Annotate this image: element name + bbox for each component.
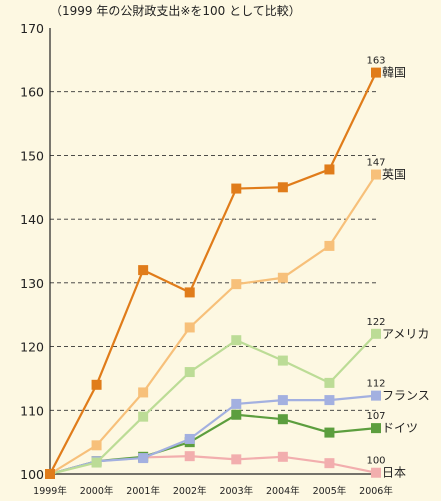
- data-point: [277, 395, 288, 406]
- series-line-1: [49, 173, 377, 475]
- series-line-0: [49, 72, 377, 475]
- x-tick-4: 2003年: [219, 485, 253, 497]
- y-tick-110: 110: [20, 403, 44, 418]
- data-point: [371, 390, 381, 401]
- data-point: [324, 427, 335, 438]
- data-point: [277, 355, 288, 366]
- data-point: [277, 414, 288, 425]
- data-point: [184, 433, 195, 444]
- data-point: [371, 169, 381, 180]
- data-point: [138, 453, 149, 464]
- y-tick-140: 140: [20, 212, 44, 227]
- data-point: [45, 469, 55, 479]
- x-tick-5: 2004年: [266, 485, 300, 497]
- data-point: [231, 279, 242, 290]
- x-tick-3: 2002年: [173, 485, 207, 497]
- data-point: [324, 377, 335, 388]
- data-point: [138, 411, 149, 422]
- y-tick-150: 150: [20, 148, 44, 163]
- data-point: [324, 240, 335, 251]
- series-1: [45, 169, 381, 479]
- data-point: [231, 409, 242, 420]
- end-value-label-5: 100: [366, 456, 385, 467]
- chart-subtitle: （1999 年の公財政支出※を100 として比較）: [50, 3, 301, 18]
- y-tick-160: 160: [20, 85, 44, 100]
- series-line-2: [49, 333, 377, 476]
- data-point: [277, 182, 288, 193]
- data-point: [231, 398, 242, 409]
- data-point: [324, 458, 335, 469]
- end-value-label-2: 122: [366, 317, 385, 328]
- data-point: [277, 451, 288, 462]
- y-tick-100: 100: [20, 467, 44, 482]
- data-point: [371, 67, 381, 78]
- data-point: [231, 183, 242, 194]
- data-point: [138, 265, 149, 276]
- series-name-4: ドイツ: [382, 421, 418, 435]
- y-tick-170: 170: [20, 21, 44, 36]
- data-point: [91, 440, 102, 451]
- data-point: [324, 395, 335, 406]
- data-point: [231, 335, 242, 346]
- series-name-3: フランス: [382, 389, 430, 403]
- series-name-2: アメリカ: [382, 327, 429, 341]
- x-tick-2: 2001年: [126, 485, 160, 497]
- series-0: [45, 67, 381, 479]
- data-point: [371, 467, 381, 478]
- series-name-0: 韓国: [382, 66, 406, 80]
- data-point: [184, 322, 195, 333]
- x-tick-1: 2000年: [80, 485, 114, 497]
- end-value-label-1: 147: [366, 158, 385, 169]
- data-point: [277, 272, 288, 283]
- y-tick-130: 130: [20, 276, 44, 291]
- end-value-label-4: 107: [366, 411, 385, 422]
- series-name-1: 英国: [382, 168, 406, 182]
- data-point: [184, 367, 195, 378]
- data-point: [371, 423, 381, 434]
- x-tick-7: 2006年: [359, 485, 393, 497]
- end-value-label-3: 112: [366, 379, 385, 390]
- data-point: [324, 164, 335, 175]
- data-point: [184, 451, 195, 462]
- series-line-3: [49, 394, 377, 476]
- data-point: [231, 454, 242, 465]
- data-point: [138, 387, 149, 398]
- y-tick-120: 120: [20, 340, 44, 355]
- x-tick-6: 2005年: [313, 485, 347, 497]
- data-point: [91, 457, 102, 468]
- data-point: [371, 328, 381, 339]
- end-value-label-0: 163: [366, 56, 385, 67]
- data-point: [91, 379, 102, 390]
- data-point: [184, 287, 195, 298]
- x-tick-0: 1999年: [33, 485, 67, 497]
- series-name-5: 日本: [382, 466, 406, 480]
